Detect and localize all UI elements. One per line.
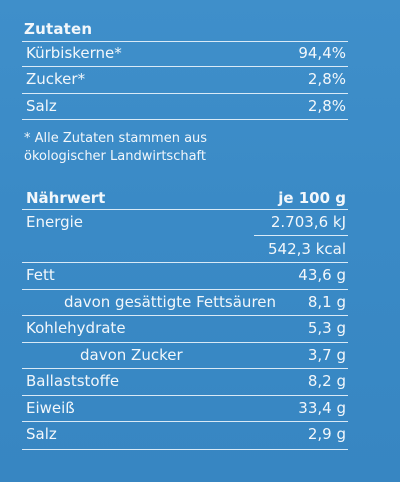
nutrient-name: Eiweiß: [26, 399, 75, 417]
divider: [22, 41, 348, 42]
ingredient-value: 2,8%: [307, 70, 346, 88]
ingredient-name: Salz: [26, 97, 57, 115]
nutrition-row: 542,3 kcal: [22, 240, 348, 260]
nutrient-value: 542,3 kcal: [267, 240, 346, 258]
nutrition-header-value: je 100 g: [278, 189, 346, 207]
nutrition-row: Eiweiß 33,4 g: [22, 399, 348, 419]
ingredient-row: Kürbiskerne* 94,4%: [22, 44, 348, 64]
nutrient-name: Fett: [26, 266, 55, 284]
ingredient-value: 2,8%: [307, 97, 346, 115]
nutrient-value: 2.703,6 kJ: [270, 213, 346, 231]
ingredient-row: Zucker* 2,8%: [22, 70, 348, 90]
nutrition-row: Salz 2,9 g: [22, 425, 348, 445]
nutrient-value: 5,3 g: [307, 319, 346, 337]
nutrition-row: davon Zucker 3,7 g: [22, 346, 348, 366]
divider: [22, 449, 348, 450]
nutrient-value: 33,4 g: [298, 399, 346, 417]
nutrient-value: 8,1 g: [307, 293, 346, 311]
divider: [22, 342, 348, 343]
nutrient-value: 3,7 g: [307, 346, 346, 364]
nutrition-row: davon gesättigte Fettsäuren 8,1 g: [22, 293, 348, 313]
nutrient-value: 8,2 g: [307, 372, 346, 390]
divider: [22, 66, 348, 67]
nutrition-header-label: Nährwert: [26, 189, 106, 207]
nutrient-name: Kohlehydrate: [26, 319, 126, 337]
nutrient-name: davon Zucker: [80, 346, 183, 364]
divider: [22, 93, 348, 94]
divider: [22, 395, 348, 396]
divider: [22, 421, 348, 422]
ingredient-value: 94,4%: [298, 44, 346, 62]
ingredient-name: Kürbiskerne*: [26, 44, 122, 62]
divider: [22, 368, 348, 369]
divider: [22, 289, 348, 290]
divider: [22, 209, 348, 210]
nutrient-name: Salz: [26, 425, 57, 443]
nutrition-row: Energie 2.703,6 kJ: [22, 213, 348, 233]
nutrient-name: Energie: [26, 213, 84, 231]
ingredients-note-line1: * Alle Zutaten stammen aus: [24, 131, 208, 146]
divider: [254, 235, 348, 236]
ingredients-title: Zutaten: [24, 20, 93, 38]
nutrition-row: Fett 43,6 g: [22, 266, 348, 286]
nutrient-name: Ballaststoffe: [26, 372, 120, 390]
nutrient-value: 43,6 g: [298, 266, 346, 284]
divider: [22, 315, 348, 316]
nutrition-row: Ballaststoffe 8,2 g: [22, 372, 348, 392]
nutrition-header: Nährwert je 100 g: [22, 189, 348, 209]
ingredients-note-line2: ökologischer Landwirtschaft: [24, 149, 206, 164]
ingredient-row: Salz 2,8%: [22, 97, 348, 117]
nutrient-value: 2,9 g: [307, 425, 346, 443]
nutrition-row: Kohlehydrate 5,3 g: [22, 319, 348, 339]
ingredient-name: Zucker*: [26, 70, 86, 88]
divider: [22, 262, 348, 263]
nutrient-name: davon gesättigte Fettsäuren: [64, 293, 277, 311]
divider: [22, 119, 348, 120]
